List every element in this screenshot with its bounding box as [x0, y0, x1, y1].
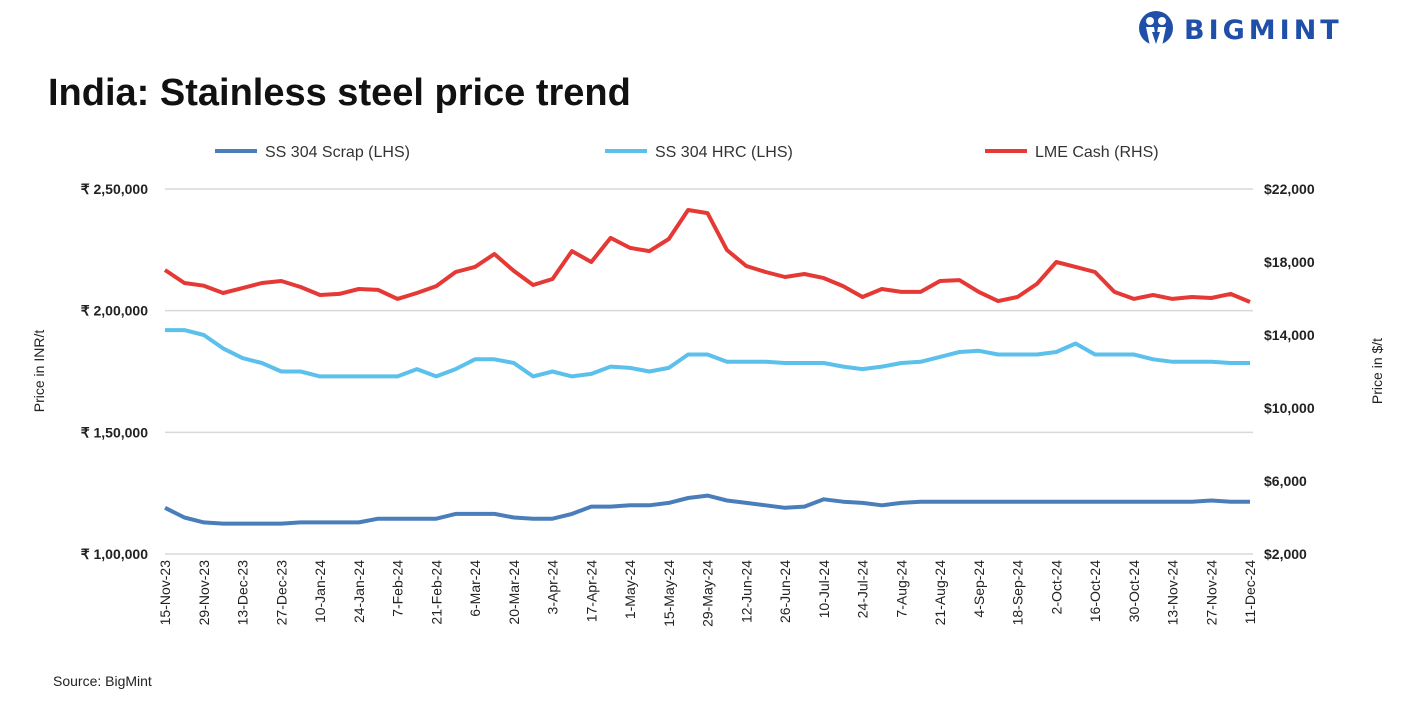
- x-tick-label: 15-May-24: [661, 560, 677, 627]
- x-tick-label: 4-Sep-24: [971, 560, 987, 618]
- bigmint-logo-icon: [1139, 11, 1173, 46]
- y-left-axis-title: Price in INR/t: [31, 330, 47, 413]
- x-tick-label: 30-Oct-24: [1126, 560, 1142, 622]
- series-line-2: [163, 208, 1251, 304]
- x-tick-label: 15-Nov-23: [157, 560, 173, 626]
- x-tick-label: 16-Oct-24: [1087, 560, 1103, 622]
- y-right-tick-label: $14,000: [1264, 327, 1315, 343]
- bigmint-logo: BIGMINT: [1138, 10, 1343, 50]
- x-tick-label: 12-Jun-24: [738, 560, 754, 623]
- x-tick-label: 29-May-24: [700, 560, 716, 627]
- x-tick-label: 3-Apr-24: [545, 560, 561, 615]
- x-tick-label: 6-Mar-24: [467, 560, 483, 617]
- x-tick-label: 10-Jul-24: [816, 560, 832, 619]
- y-right-tick-label: $18,000: [1264, 254, 1315, 270]
- x-tick-label: 11-Dec-24: [1242, 560, 1258, 625]
- x-tick-label: 1-May-24: [622, 560, 638, 619]
- x-tick-label: 21-Aug-24: [932, 560, 948, 626]
- x-tick-label: 18-Sep-24: [1010, 560, 1026, 626]
- x-tick-label: 24-Jul-24: [855, 560, 871, 619]
- x-tick-label: 13-Dec-23: [235, 560, 251, 626]
- y-left-tick-label: ₹ 2,50,000: [81, 181, 149, 197]
- series-line-0: [164, 493, 1250, 526]
- y-left-tick-label: ₹ 1,50,000: [81, 424, 149, 440]
- y-right-tick-label: $6,000: [1264, 473, 1307, 489]
- y-right-tick-label: $2,000: [1264, 546, 1307, 562]
- y-right-tick-label: $22,000: [1264, 181, 1315, 197]
- x-tick-label: 29-Nov-23: [196, 560, 212, 626]
- x-tick-label: 20-Mar-24: [506, 560, 522, 625]
- x-tick-label: 13-Nov-24: [1165, 560, 1181, 626]
- legend-label: LME Cash (RHS): [1035, 144, 1159, 161]
- y-right-tick-label: $10,000: [1264, 400, 1315, 416]
- x-tick-label: 26-Jun-24: [777, 560, 793, 623]
- series-line-1: [165, 328, 1250, 379]
- legend-label: SS 304 HRC (LHS): [655, 144, 793, 161]
- x-tick-label: 24-Jan-24: [351, 560, 367, 623]
- source-note: Source: BigMint: [53, 673, 152, 689]
- x-tick-label: 2-Oct-24: [1048, 560, 1064, 615]
- x-tick-label: 17-Apr-24: [583, 560, 599, 622]
- x-tick-label: 7-Feb-24: [390, 560, 406, 617]
- x-tick-label: 27-Nov-24: [1203, 560, 1219, 626]
- x-tick-label: 27-Dec-23: [273, 560, 289, 626]
- x-tick-label: 7-Aug-24: [893, 560, 909, 618]
- legend-label: SS 304 Scrap (LHS): [265, 144, 410, 161]
- x-tick-label: 21-Feb-24: [428, 560, 444, 625]
- y-right-axis-title: Price in $/t: [1369, 338, 1385, 404]
- page-title: India: Stainless steel price trend: [48, 72, 631, 114]
- logo-text: BIGMINT: [1184, 14, 1343, 46]
- x-tick-label: 10-Jan-24: [312, 560, 328, 623]
- y-left-tick-label: ₹ 2,00,000: [81, 303, 149, 319]
- y-left-tick-label: ₹ 1,00,000: [81, 546, 149, 562]
